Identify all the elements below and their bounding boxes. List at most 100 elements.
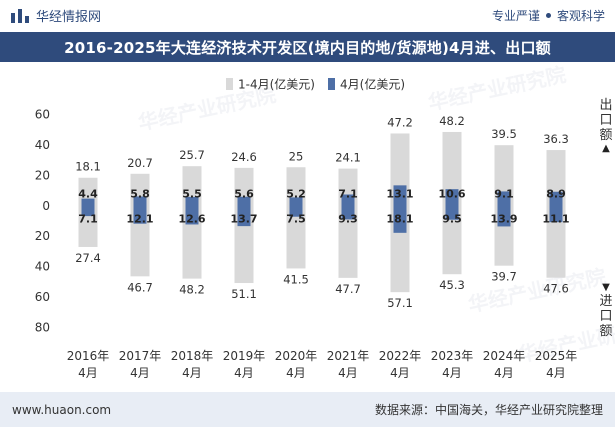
month-export-label: 9.1 bbox=[494, 187, 514, 200]
month-bar bbox=[81, 198, 95, 217]
ytd-import-label: 57.1 bbox=[387, 296, 413, 310]
x-tick-label: 2020年 bbox=[275, 349, 318, 363]
legend-swatch-ytd bbox=[226, 78, 233, 90]
y-tick-label: 60 bbox=[35, 290, 50, 304]
y-tick-label: 20 bbox=[35, 229, 50, 243]
month-import-label: 9.5 bbox=[442, 212, 462, 225]
x-tick-label: 2017年 bbox=[119, 349, 162, 363]
dot-separator-icon bbox=[545, 12, 551, 18]
month-bar bbox=[341, 194, 355, 220]
month-import-label: 12.6 bbox=[178, 212, 205, 225]
ytd-export-label: 48.2 bbox=[439, 114, 465, 128]
chart-title: 2016-2025年大连经济技术开发区(境内目的地/货源地)4月进、出口额 bbox=[0, 32, 615, 62]
ytd-export-label: 18.1 bbox=[75, 160, 101, 174]
month-import-label: 7.5 bbox=[286, 212, 306, 225]
month-bar bbox=[497, 191, 511, 227]
import-label-text: 进口额 bbox=[599, 294, 613, 339]
month-export-label: 5.6 bbox=[234, 187, 254, 200]
y-tick-label: 80 bbox=[35, 321, 50, 335]
ytd-export-label: 39.5 bbox=[491, 127, 517, 141]
bar-chart-logo-icon bbox=[11, 9, 29, 23]
x-tick-label: 2024年 bbox=[483, 349, 526, 363]
month-bar bbox=[237, 196, 251, 227]
footer: www.huaon.com 数据来源：中国海关，华经产业研究院整理 bbox=[0, 392, 615, 427]
y-tick-label: 20 bbox=[35, 168, 50, 182]
month-export-label: 7.1 bbox=[338, 187, 358, 200]
footer-website: www.huaon.com bbox=[12, 402, 112, 417]
x-tick-label: 4月 bbox=[286, 366, 306, 380]
legend-label-ytd: 1-4月(亿美元) bbox=[238, 77, 315, 92]
import-side-label: ▼ 进口额 bbox=[599, 282, 613, 339]
x-tick-label: 4月 bbox=[78, 366, 98, 380]
month-import-label: 13.9 bbox=[490, 212, 517, 225]
ytd-export-label: 25 bbox=[289, 149, 304, 163]
triangle-down-icon: ▼ bbox=[602, 282, 610, 293]
tag-objective: 客观科学 bbox=[556, 8, 605, 23]
ytd-export-label: 36.3 bbox=[543, 132, 569, 146]
month-import-label: 7.1 bbox=[78, 212, 98, 225]
x-tick-label: 4月 bbox=[182, 366, 202, 380]
x-tick-label: 4月 bbox=[494, 366, 514, 380]
month-bar bbox=[549, 191, 563, 223]
ytd-bar bbox=[286, 167, 306, 269]
ytd-import-label: 45.3 bbox=[439, 278, 465, 292]
x-tick-label: 2022年 bbox=[379, 349, 422, 363]
ytd-import-label: 48.2 bbox=[179, 283, 205, 297]
ytd-import-label: 46.7 bbox=[127, 280, 153, 294]
month-export-label: 5.8 bbox=[130, 187, 150, 200]
top-bar: 华经情报网 专业严谨 客观科学 bbox=[0, 0, 615, 30]
watermark-text: 华经产业研究院 bbox=[426, 62, 568, 115]
tag-professional: 专业严谨 bbox=[491, 8, 540, 23]
ytd-export-label: 20.7 bbox=[127, 156, 153, 170]
ytd-export-label: 24.6 bbox=[231, 150, 257, 164]
month-import-label: 12.1 bbox=[126, 212, 153, 225]
y-tick-label: 60 bbox=[35, 108, 50, 122]
month-bar bbox=[133, 196, 147, 224]
month-import-label: 13.7 bbox=[230, 212, 257, 225]
month-import-label: 9.3 bbox=[338, 212, 358, 225]
tagline: 专业严谨 客观科学 bbox=[492, 7, 605, 24]
ytd-export-label: 47.2 bbox=[387, 115, 413, 129]
month-import-label: 18.1 bbox=[386, 212, 413, 225]
x-tick-label: 4月 bbox=[442, 366, 462, 380]
x-tick-label: 2018年 bbox=[171, 349, 214, 363]
x-tick-label: 4月 bbox=[390, 366, 410, 380]
month-bar bbox=[393, 185, 407, 233]
ytd-export-label: 24.1 bbox=[335, 151, 361, 165]
export-label-text: 出口额 bbox=[599, 98, 613, 143]
month-export-label: 13.1 bbox=[386, 187, 413, 200]
ytd-import-label: 47.7 bbox=[335, 282, 361, 296]
x-tick-label: 2025年 bbox=[535, 349, 578, 363]
month-export-label: 10.6 bbox=[438, 187, 465, 200]
month-bar bbox=[445, 189, 459, 220]
month-export-label: 5.5 bbox=[182, 187, 202, 200]
x-tick-label: 2023年 bbox=[431, 349, 474, 363]
ytd-import-label: 47.6 bbox=[543, 282, 569, 296]
triangle-up-icon: ▲ bbox=[602, 143, 610, 154]
month-bar bbox=[289, 197, 303, 217]
ytd-import-label: 41.5 bbox=[283, 272, 309, 286]
brand-name: 华经情报网 bbox=[36, 9, 102, 25]
export-side-label: 出口额 ▲ bbox=[599, 98, 613, 155]
x-tick-label: 4月 bbox=[338, 366, 358, 380]
x-tick-label: 4月 bbox=[546, 366, 566, 380]
x-tick-label: 4月 bbox=[234, 366, 254, 380]
legend-label-month: 4月(亿美元) bbox=[340, 77, 405, 92]
month-bar bbox=[185, 196, 199, 225]
x-tick-label: 2016年 bbox=[67, 349, 110, 363]
x-tick-label: 2019年 bbox=[223, 349, 266, 363]
ytd-import-label: 27.4 bbox=[75, 251, 101, 265]
x-tick-label: 2021年 bbox=[327, 349, 370, 363]
ytd-export-label: 25.7 bbox=[179, 148, 205, 162]
ytd-import-label: 39.7 bbox=[491, 270, 517, 284]
x-tick-label: 4月 bbox=[130, 366, 150, 380]
month-import-label: 11.1 bbox=[542, 212, 569, 225]
y-tick-label: 40 bbox=[35, 138, 50, 152]
month-export-label: 5.2 bbox=[286, 187, 306, 200]
footer-source: 数据来源：中国海关，华经产业研究院整理 bbox=[374, 403, 603, 417]
month-export-label: 4.4 bbox=[78, 187, 98, 200]
brand: 华经情报网 bbox=[10, 6, 101, 25]
y-tick-label: 40 bbox=[35, 260, 50, 274]
y-tick-label: 0 bbox=[42, 199, 50, 213]
